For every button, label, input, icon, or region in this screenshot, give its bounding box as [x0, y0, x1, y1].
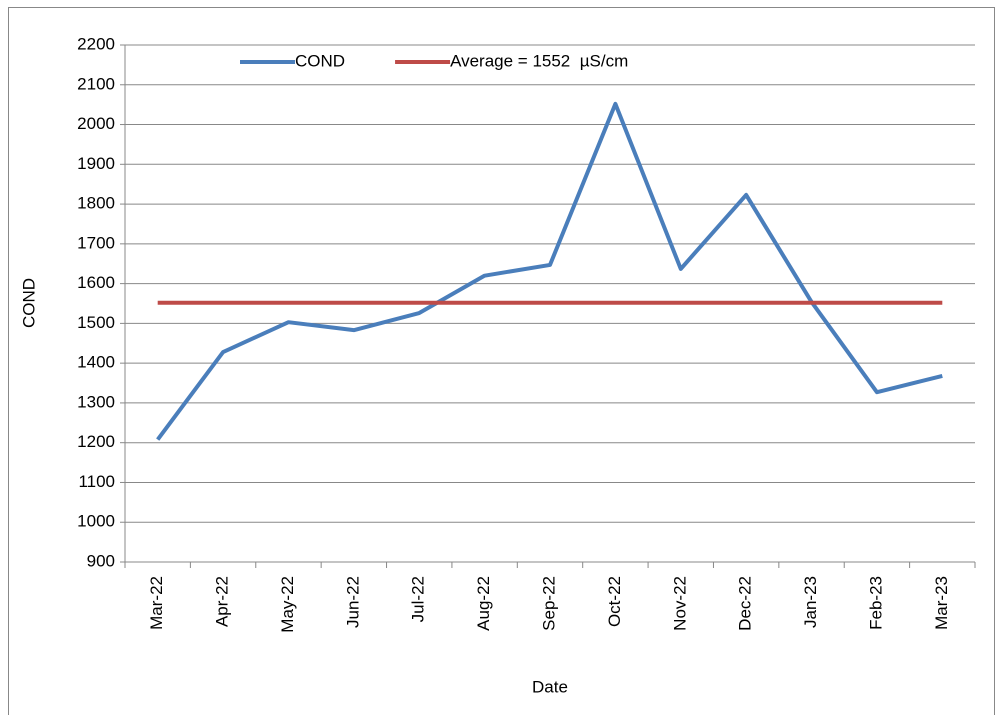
x-tick-label: Apr-22	[213, 576, 232, 627]
y-tick-label: 1600	[77, 273, 115, 292]
x-tick-label: Mar-23	[932, 576, 951, 630]
y-tick-label: 2200	[77, 34, 115, 53]
x-tick-label: Sep-22	[539, 576, 558, 631]
y-tick-label: 2100	[77, 74, 115, 93]
y-tick-label: 1400	[77, 353, 115, 372]
x-tick-label: Feb-23	[866, 576, 885, 630]
y-tick-label: 1700	[77, 233, 115, 252]
x-axis-label: Date	[532, 677, 568, 696]
y-tick-label: 1300	[77, 392, 115, 411]
x-tick-label: Jul-22	[409, 576, 428, 622]
y-tick-label: 1100	[78, 472, 115, 491]
y-tick-label: 1000	[77, 512, 115, 531]
y-tick-label: 1900	[77, 154, 115, 173]
x-tick-label: Aug-22	[474, 576, 493, 631]
x-tick-label: Oct-22	[605, 576, 624, 627]
y-tick-label: 2000	[77, 114, 115, 133]
y-tick-label: 1500	[77, 313, 115, 332]
legend-label: Average = 1552 µS/cm	[450, 51, 628, 70]
chart-frame	[8, 7, 995, 718]
legend-label: COND	[295, 51, 345, 70]
x-tick-label: Nov-22	[670, 576, 689, 631]
x-tick-label: Jan-23	[801, 576, 820, 628]
x-tick-label: Dec-22	[736, 576, 755, 631]
x-tick-label: Mar-22	[147, 576, 166, 630]
y-axis-label: COND	[19, 278, 38, 328]
x-tick-label: May-22	[278, 576, 297, 633]
x-tick-label: Jun-22	[343, 576, 362, 628]
y-tick-label: 900	[87, 551, 115, 570]
y-tick-label: 1200	[77, 432, 115, 451]
y-tick-label: 1800	[77, 194, 115, 213]
